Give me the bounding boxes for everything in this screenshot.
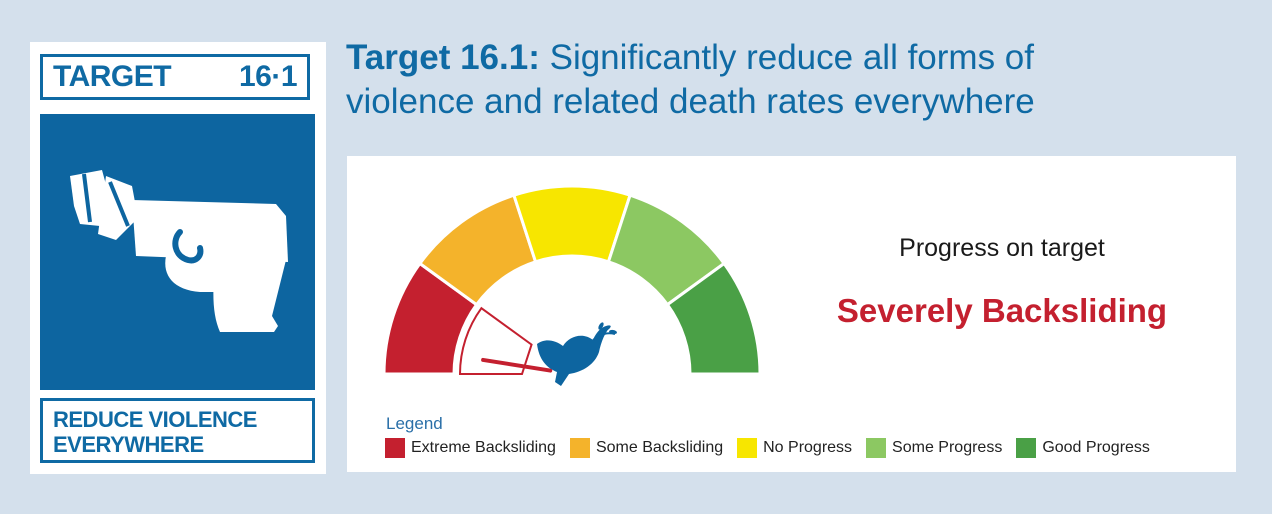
legend-swatch <box>866 438 887 458</box>
legend-item-extreme-backsliding: Extreme Backsliding <box>385 438 556 458</box>
legend-swatch <box>569 438 590 458</box>
legend-swatch <box>1016 438 1037 458</box>
legend-label: Some Backsliding <box>595 439 724 456</box>
legend-item-some-backsliding: Some Backsliding <box>569 438 724 458</box>
legend-title: Legend <box>386 414 443 433</box>
legend-item-no-progress: No Progress <box>737 438 852 458</box>
legend-label: Extreme Backsliding <box>411 439 556 456</box>
progress-panel: Progress on target Severely Backsliding … <box>347 156 1236 472</box>
target-number: 16·1 <box>238 60 298 93</box>
caption-line-2: EVERYWHERE <box>53 432 204 457</box>
dove-with-olive-branch-icon <box>537 322 617 386</box>
caption-line-1: REDUCE VIOLENCE <box>53 407 257 432</box>
gauge-inner-wedge <box>458 306 533 375</box>
target-icon-panel <box>40 114 315 390</box>
target-header-box: TARGET 16·1 <box>40 54 310 100</box>
target-word: TARGET <box>53 60 172 93</box>
legend: Extreme Backsliding Some Backsliding No … <box>385 438 1164 458</box>
progress-label: Progress on target <box>899 234 1105 262</box>
legend-swatch <box>737 438 758 458</box>
gauge-segment-good-progress <box>665 261 762 376</box>
gauge-needle <box>481 357 553 373</box>
target-heading: Target 16.1: Significantly reduce all fo… <box>346 36 1246 124</box>
legend-label: Some Progress <box>892 439 1003 456</box>
legend-item-some-progress: Some Progress <box>866 438 1002 458</box>
target-heading-bold: Target 16.1: <box>346 38 540 77</box>
target-heading-line1: Significantly reduce all forms of <box>539 38 1034 77</box>
gun-with-tied-barrel-icon <box>70 170 288 332</box>
progress-gauge <box>382 184 762 386</box>
legend-label: Good Progress <box>1042 439 1150 456</box>
sdg-target-card: TARGET 16·1 REDUCE VIOLENCE EVERYWHERE <box>30 42 326 474</box>
legend-item-good-progress: Good Progress <box>1016 438 1150 458</box>
legend-swatch <box>385 438 405 458</box>
target-caption: REDUCE VIOLENCE EVERYWHERE <box>40 398 315 463</box>
legend-label: No Progress <box>763 439 853 456</box>
gauge-segments <box>382 184 762 376</box>
target-heading-line2: violence and related death rates everywh… <box>346 82 1035 121</box>
progress-status: Severely Backsliding <box>836 292 1168 329</box>
